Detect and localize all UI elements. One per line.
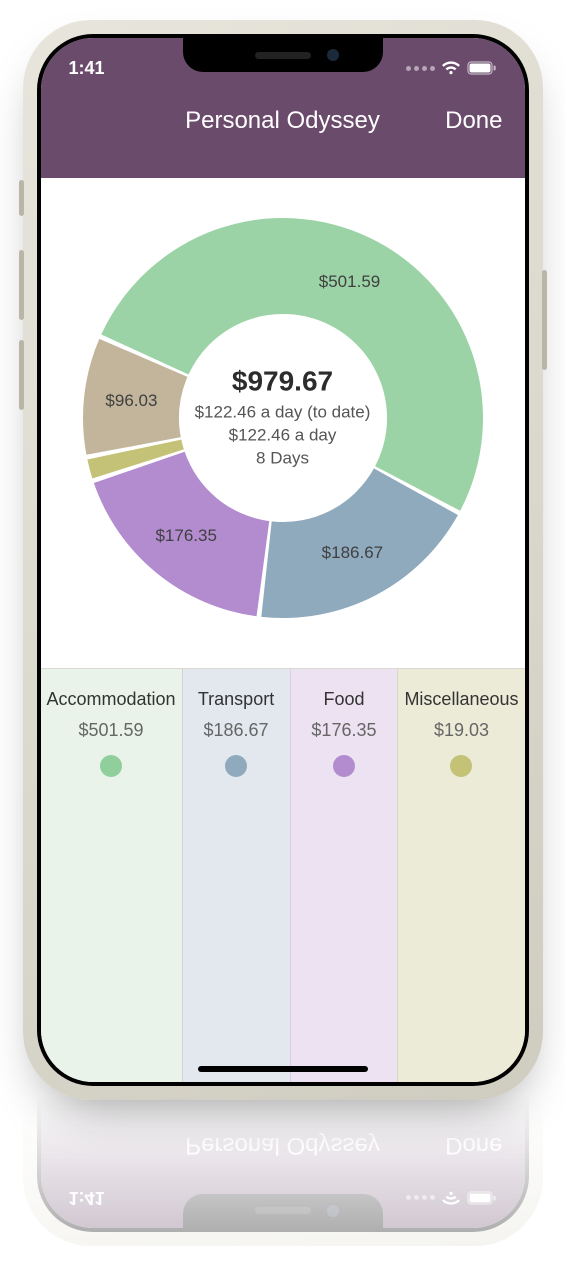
wifi-icon bbox=[441, 61, 461, 75]
category-color-dot bbox=[225, 755, 247, 777]
device-frame: 1:41 Personal Odyssey Done bbox=[23, 1096, 543, 1246]
status-time: 1:41 bbox=[69, 58, 105, 79]
category-color-dot bbox=[450, 755, 472, 777]
device-notch bbox=[183, 38, 383, 72]
category-grid: Accommodation $501.59 Transport $186.67 Food… bbox=[41, 668, 525, 1082]
category-amount: $19.03 bbox=[434, 720, 489, 741]
page-title: Personal Odyssey bbox=[185, 1131, 380, 1159]
chart-per-day: $122.46 a day bbox=[195, 425, 371, 448]
category-card[interactable]: Accommodation $501.59 bbox=[41, 669, 182, 1082]
category-title: Transport bbox=[198, 689, 274, 710]
navigation-bar: 1:41 Personal Odyssey Done bbox=[41, 1096, 525, 1228]
device-frame: 1:41 Personal Odyssey Done bbox=[23, 20, 543, 1100]
battery-icon bbox=[467, 61, 497, 75]
status-bar: 1:41 bbox=[41, 1182, 525, 1228]
category-color-dot bbox=[333, 755, 355, 777]
category-amount: $186.67 bbox=[203, 720, 268, 741]
chart-days: 8 Days bbox=[195, 447, 371, 470]
category-amount: $176.35 bbox=[311, 720, 376, 741]
cellular-icon bbox=[406, 66, 435, 71]
donut-chart[interactable]: $979.67 $122.46 a day (to date) $122.46 … bbox=[73, 208, 493, 628]
category-title: Food bbox=[323, 689, 364, 710]
category-title: Miscellaneous bbox=[404, 689, 518, 710]
donut-slice-label: $96.03 bbox=[105, 391, 157, 411]
donut-slice-label: $501.59 bbox=[319, 272, 380, 292]
category-amount: $501.59 bbox=[78, 720, 143, 741]
wifi-icon bbox=[441, 1191, 461, 1205]
cellular-icon bbox=[406, 1196, 435, 1201]
category-card[interactable]: Food $176.35 bbox=[290, 669, 398, 1082]
device-notch bbox=[183, 1194, 383, 1228]
chart-total: $979.67 bbox=[195, 366, 371, 398]
done-button[interactable]: Done bbox=[445, 1131, 502, 1159]
done-button[interactable]: Done bbox=[445, 107, 502, 135]
chart-panel: $979.67 $122.46 a day (to date) $122.46 … bbox=[41, 178, 525, 668]
category-card[interactable]: Miscellaneous $19.03 bbox=[397, 669, 524, 1082]
chart-center-summary: $979.67 $122.46 a day (to date) $122.46 … bbox=[195, 366, 371, 471]
donut-slice-label: $176.35 bbox=[155, 526, 216, 546]
status-time: 1:41 bbox=[69, 1188, 105, 1209]
donut-slice-label: $186.67 bbox=[322, 543, 383, 563]
category-card[interactable]: Transport $186.67 bbox=[182, 669, 290, 1082]
category-color-dot bbox=[100, 755, 122, 777]
chart-per-day-to-date: $122.46 a day (to date) bbox=[195, 402, 371, 425]
home-indicator[interactable] bbox=[198, 1066, 368, 1072]
battery-icon bbox=[467, 1191, 497, 1205]
category-title: Accommodation bbox=[47, 689, 176, 710]
page-title: Personal Odyssey bbox=[185, 107, 380, 135]
